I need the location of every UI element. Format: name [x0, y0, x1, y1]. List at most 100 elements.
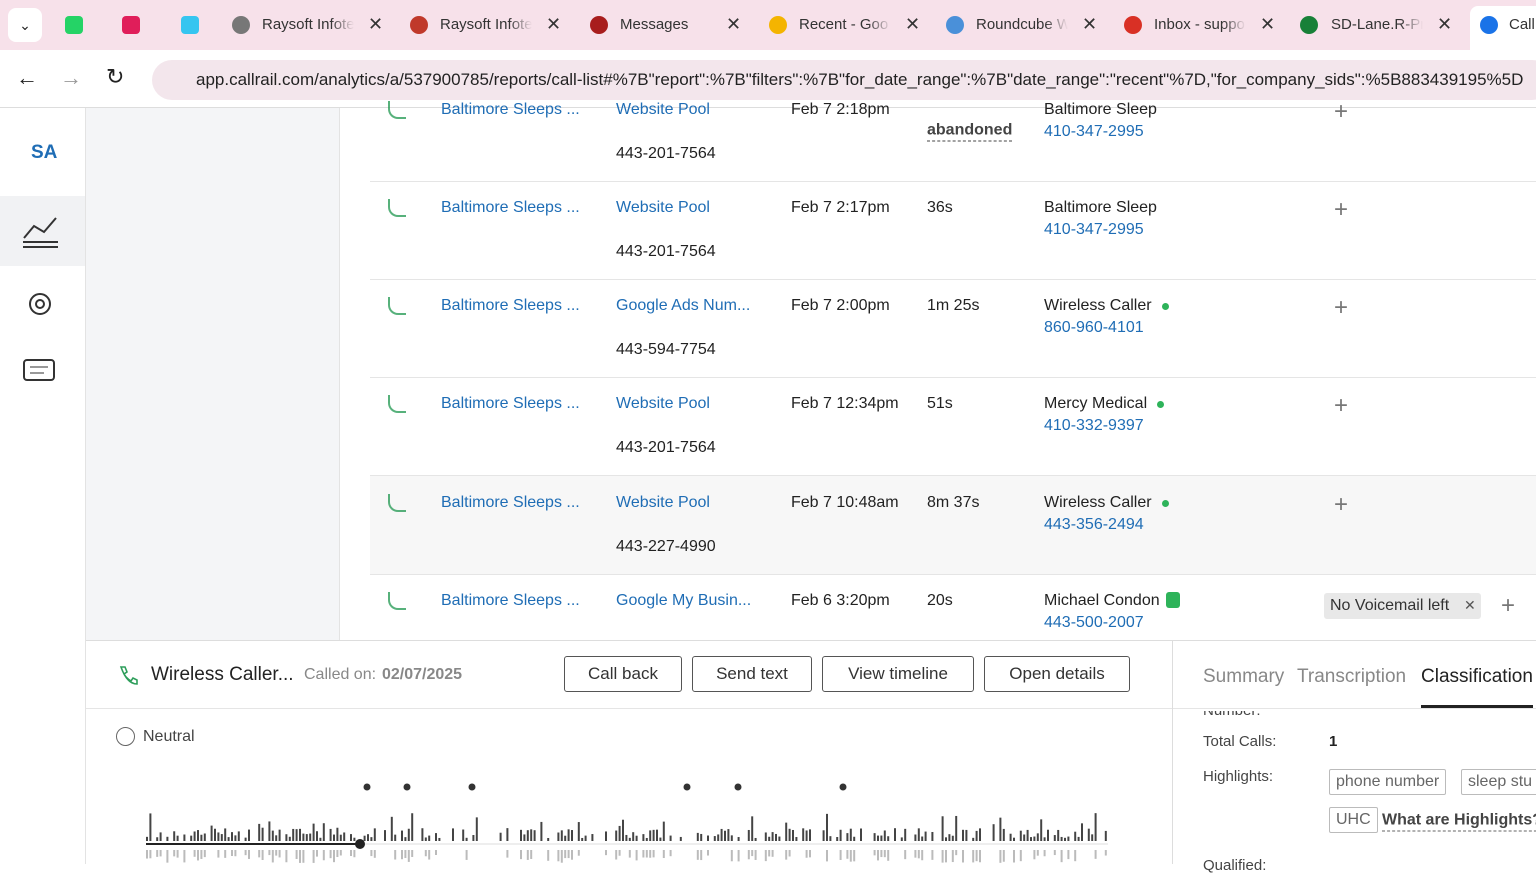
tab-close[interactable]: ✕ [368, 14, 384, 34]
address-bar[interactable] [152, 60, 1536, 100]
wave-part [669, 835, 672, 841]
wave-part [166, 836, 169, 841]
add-tag[interactable]: + [1334, 98, 1349, 125]
tab-classification[interactable]: Classification [1421, 666, 1533, 687]
wave-part [1060, 850, 1063, 863]
tab-title[interactable]: Messages [620, 16, 689, 33]
call-icon [388, 297, 406, 315]
call-icon [388, 395, 406, 413]
tab-title[interactable]: Inbox - suppo [1154, 16, 1245, 33]
highlights-help[interactable]: What are Highlights? [1382, 811, 1536, 832]
wave-part [404, 837, 407, 841]
wave-part [1040, 819, 1043, 841]
tracking[interactable]: Google My Busin... [616, 592, 752, 609]
tab-icon [410, 16, 428, 34]
source[interactable]: Baltimore Sleeps ... [441, 592, 580, 609]
back[interactable]: ← [16, 65, 38, 90]
call-back[interactable]: Call back [564, 656, 682, 692]
tab-transcription[interactable]: Transcription [1297, 666, 1407, 687]
wave-part [353, 837, 356, 841]
url[interactable]: app.callrail.com/analytics/a/537900785/r… [196, 70, 1524, 89]
tab-close[interactable]: ✕ [546, 14, 562, 34]
caller-phone[interactable]: 410-347-2995 [1044, 221, 1144, 238]
tab-close[interactable]: ✕ [905, 14, 921, 34]
wave-part [285, 850, 288, 863]
reload[interactable]: ↻ [106, 64, 125, 89]
wave-part [248, 850, 250, 859]
wave-part [696, 832, 699, 841]
forward[interactable]: → [60, 65, 82, 90]
wave-part [941, 850, 944, 863]
caller-phone[interactable]: 443-500-2007 [1044, 614, 1144, 631]
header-line [86, 708, 1172, 709]
wave-part [322, 850, 325, 861]
tracking[interactable]: Website Pool [616, 101, 710, 118]
wave-part [645, 837, 648, 841]
wave-part [465, 850, 468, 860]
caller-phone[interactable]: 410-332-9397 [1044, 417, 1144, 434]
tab-close[interactable]: ✕ [726, 14, 742, 34]
tab-title[interactable]: SD-Lane.R-Pr [1331, 16, 1423, 33]
wave-part [979, 828, 981, 841]
view-timeline[interactable]: View timeline [822, 656, 974, 692]
wave-part [788, 850, 791, 857]
source[interactable]: Baltimore Sleeps ... [441, 297, 580, 314]
wave-part [979, 850, 981, 863]
add-tag[interactable]: + [1501, 592, 1516, 619]
source[interactable]: Baltimore Sleeps ... [441, 199, 580, 216]
tab-close[interactable]: ✕ [1437, 14, 1453, 34]
tab-title[interactable]: Call [1509, 16, 1535, 33]
source[interactable]: Baltimore Sleeps ... [441, 395, 580, 412]
tab-title[interactable]: Raysoft Infote [440, 16, 532, 33]
wave-part [285, 834, 288, 841]
source[interactable]: Baltimore Sleeps ... [441, 494, 580, 511]
wave-part [234, 850, 237, 857]
wave-part [839, 783, 847, 791]
source[interactable]: Baltimore Sleeps ... [441, 101, 580, 118]
caller-phone[interactable]: 860-960-4101 [1044, 319, 1144, 336]
tag-remove[interactable]: ✕ [1464, 597, 1476, 613]
tab-icon [181, 16, 199, 34]
row-divider [370, 279, 1536, 280]
tab-menu[interactable]: ⌄ [8, 8, 42, 42]
tab-close[interactable]: ✕ [1082, 14, 1098, 34]
tracking[interactable]: Google Ads Num... [616, 297, 751, 314]
add-tag[interactable]: + [1334, 392, 1349, 419]
wave-part [166, 850, 169, 863]
tracking[interactable]: Website Pool [616, 395, 710, 412]
tab-title[interactable]: Recent - Goo [799, 16, 889, 33]
wave-part [999, 850, 1002, 863]
wave-part [1081, 823, 1083, 841]
tracking[interactable]: Website Pool [616, 199, 710, 216]
wave-part [1053, 850, 1056, 856]
duration: 1m 25s [927, 297, 980, 314]
wave-part [883, 830, 886, 841]
wave-part [475, 817, 478, 841]
add-tag[interactable]: + [1334, 491, 1349, 518]
wave-part [302, 833, 305, 841]
wave-part [435, 850, 437, 856]
wave-part [727, 829, 730, 841]
tab-close[interactable]: ✕ [1260, 14, 1276, 34]
wave-part [632, 832, 635, 841]
wave-part [146, 836, 148, 841]
wave-part [176, 850, 179, 858]
caller-phone[interactable]: 443-356-2494 [1044, 516, 1144, 533]
wave-part [683, 783, 691, 791]
tab-title[interactable]: Raysoft Infote [262, 16, 354, 33]
caller-phone[interactable]: 410-347-2995 [1044, 123, 1144, 140]
tracking[interactable]: Website Pool [616, 494, 710, 511]
wave-part [826, 813, 828, 841]
add-tag[interactable]: + [1334, 294, 1349, 321]
tab-summary[interactable]: Summary [1203, 666, 1285, 687]
tab-title[interactable]: Roundcube W [976, 16, 1068, 33]
initials[interactable]: SA [31, 142, 58, 163]
wave-part [355, 839, 365, 849]
call-icon [388, 592, 406, 610]
send-text[interactable]: Send text [692, 656, 812, 692]
wave-part [747, 850, 750, 860]
wave-part [941, 816, 944, 841]
open-details[interactable]: Open details [984, 656, 1130, 692]
wave-part [156, 837, 159, 841]
add-tag[interactable]: + [1334, 196, 1349, 223]
